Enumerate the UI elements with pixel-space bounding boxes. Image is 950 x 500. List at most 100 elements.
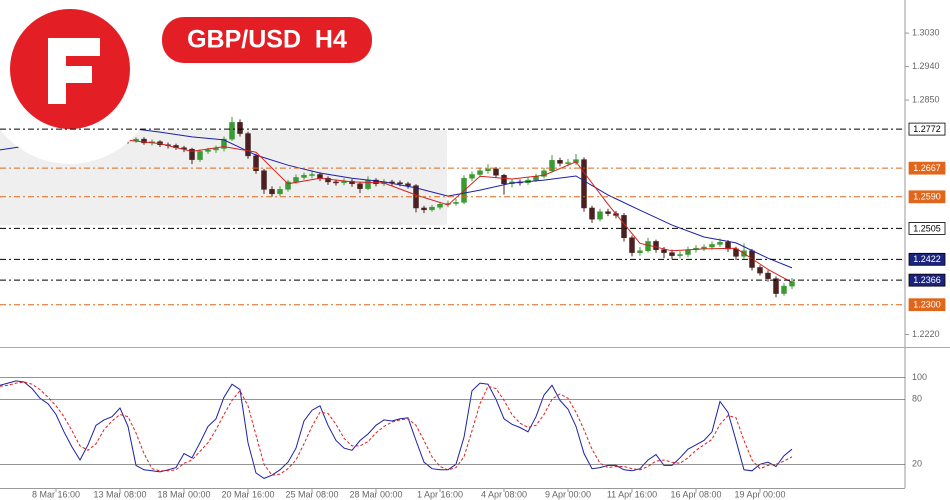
x-tick-label: 8 Mar 16:00 xyxy=(32,489,80,499)
level-label: 1.2366 xyxy=(913,275,941,285)
x-tick-label: 18 Mar 00:00 xyxy=(157,489,210,499)
level-label: 1.2667 xyxy=(913,163,941,173)
candle-body xyxy=(781,285,787,294)
y-tick-label: 1.3030 xyxy=(912,27,940,37)
candle-body xyxy=(397,182,403,185)
logo xyxy=(0,0,158,164)
y-tick-label: 1.2850 xyxy=(912,94,940,104)
candle-body xyxy=(701,246,707,249)
moving-average xyxy=(127,139,793,283)
candle-body xyxy=(501,174,507,185)
candle-body xyxy=(485,168,491,172)
candle-body xyxy=(709,244,715,248)
candle-body xyxy=(469,174,475,179)
level-tag xyxy=(908,122,946,136)
candle-body xyxy=(629,237,635,253)
candle-body xyxy=(549,160,555,172)
level-tag xyxy=(908,273,946,287)
candle-body xyxy=(245,133,251,157)
x-tick-label: 25 Mar 08:00 xyxy=(285,489,338,499)
candle-body xyxy=(765,272,771,279)
y-tick-label: 1.2220 xyxy=(912,329,940,339)
candle-body xyxy=(493,168,499,176)
y-tick-label: 1.2940 xyxy=(912,61,940,71)
candle-body xyxy=(229,122,235,140)
candle-body xyxy=(253,155,259,172)
candle-body xyxy=(309,174,315,176)
oscillator-line xyxy=(0,380,793,479)
candle-body xyxy=(277,189,283,195)
candle-body xyxy=(365,179,371,189)
candle-body xyxy=(789,281,795,287)
candle-body xyxy=(757,267,763,274)
candle-body xyxy=(205,149,211,152)
candle-body xyxy=(293,177,299,183)
plot-area xyxy=(0,116,795,479)
candle-body xyxy=(357,183,363,189)
candle-body xyxy=(557,160,563,164)
level-tag xyxy=(908,252,946,266)
x-tick-label: 13 Mar 08:00 xyxy=(93,489,146,499)
candle-body xyxy=(269,189,275,195)
candle-body xyxy=(213,148,219,151)
candle-body xyxy=(221,138,227,149)
logo-letter xyxy=(48,38,100,104)
candle-body xyxy=(437,204,443,208)
candle-body xyxy=(533,176,539,181)
candle-body xyxy=(733,248,739,257)
candle-body xyxy=(725,241,731,250)
candle-body xyxy=(773,278,779,294)
candle-body xyxy=(589,207,595,220)
level-tag xyxy=(908,190,946,204)
candle-body xyxy=(141,138,147,144)
x-tick-label: 19 Apr 00:00 xyxy=(734,489,785,499)
candle-body xyxy=(349,180,355,185)
oscillator-line xyxy=(0,381,793,476)
title-pill xyxy=(162,17,372,63)
level-tag xyxy=(908,222,946,235)
candle-body xyxy=(405,183,411,186)
candle-body xyxy=(637,250,643,253)
candle-body xyxy=(261,170,267,190)
candle-body xyxy=(429,206,435,211)
candle-body xyxy=(565,162,571,164)
candle-body xyxy=(597,211,603,220)
candle-body xyxy=(421,207,427,211)
y-tick-label: 20 xyxy=(912,459,922,469)
x-tick-label: 20 Mar 16:00 xyxy=(221,489,274,499)
candle-body xyxy=(605,211,611,214)
candle-body xyxy=(197,151,203,160)
x-tick-label: 28 Mar 00:00 xyxy=(349,489,402,499)
candle-body xyxy=(677,254,683,256)
y-tick-label: 80 xyxy=(912,394,922,404)
level-label: 1.2300 xyxy=(913,300,941,310)
chart-title: GBP/USD H4 xyxy=(187,26,347,54)
x-tick-label: 11 Apr 16:00 xyxy=(607,489,657,499)
candle-body xyxy=(285,181,291,190)
x-tick-label: 16 Apr 08:00 xyxy=(670,489,721,499)
level-tag xyxy=(908,161,946,175)
candle-body xyxy=(581,159,587,209)
level-label: 1.2772 xyxy=(913,124,941,134)
candle-body xyxy=(333,181,339,184)
candle-body xyxy=(477,170,483,175)
level-label: 1.2422 xyxy=(913,254,941,264)
candle-body xyxy=(325,177,331,183)
candle-body xyxy=(645,241,651,252)
level-label: 1.2505 xyxy=(913,223,941,233)
level-label: 1.2590 xyxy=(913,192,941,202)
y-tick-label: 100 xyxy=(912,372,927,382)
candle-body xyxy=(189,148,195,160)
x-tick-label: 1 Apr 16:00 xyxy=(417,489,463,499)
candle-body xyxy=(237,122,243,134)
candle-body xyxy=(661,249,667,253)
candle-body xyxy=(301,174,307,178)
candle-body xyxy=(373,179,379,185)
candle-body xyxy=(653,241,659,250)
candle-body xyxy=(317,174,323,179)
x-tick-label: 4 Apr 08:00 xyxy=(481,489,527,499)
candle-body xyxy=(669,252,675,256)
